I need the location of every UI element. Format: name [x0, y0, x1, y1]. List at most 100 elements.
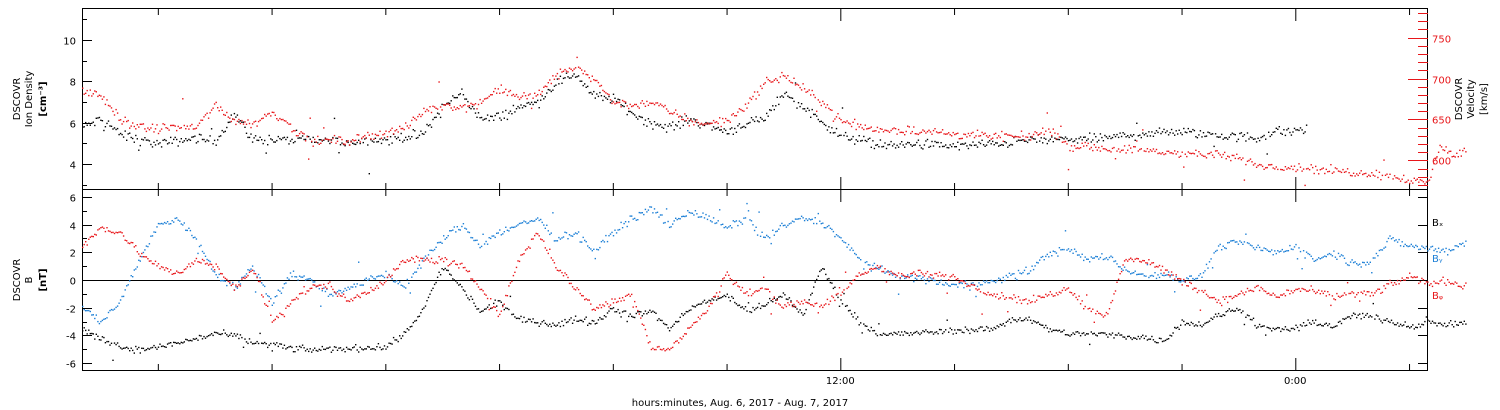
data-point: [94, 90, 96, 92]
data-point: [1072, 252, 1074, 254]
data-point: [641, 116, 643, 119]
data-point: [1406, 181, 1408, 183]
data-point: [782, 96, 785, 98]
data-point: [958, 281, 960, 283]
data-point: [477, 103, 480, 106]
data-point: [1240, 132, 1243, 134]
data-point: [1298, 129, 1300, 132]
data-point: [1342, 168, 1344, 171]
data-point: [405, 136, 407, 139]
data-point: [207, 259, 210, 262]
data-point: [969, 289, 971, 291]
data-point: [819, 306, 821, 308]
data-point: [1237, 309, 1240, 311]
data-point: [1210, 151, 1212, 153]
data-point: [608, 93, 610, 96]
data-point: [790, 300, 792, 302]
data-point: [626, 105, 628, 107]
data-point: [1137, 273, 1139, 275]
data-point: [800, 312, 803, 314]
data-point: [365, 348, 367, 350]
data-point: [1403, 324, 1405, 326]
data-point: [982, 292, 985, 294]
data-point: [1337, 295, 1340, 297]
data-point: [353, 297, 355, 299]
data-point: [511, 113, 513, 115]
data-point: [746, 291, 748, 293]
data-point: [1305, 124, 1308, 126]
data-point: [229, 282, 231, 285]
data-point: [612, 307, 615, 309]
data-point: [174, 217, 176, 220]
data-point: [1251, 245, 1253, 247]
data-point: [353, 346, 355, 348]
data-point: [937, 333, 939, 335]
data-point: [289, 272, 292, 274]
data-point: [86, 244, 88, 246]
data-point: [1230, 295, 1232, 298]
data-point: [1048, 140, 1050, 142]
data-point: [324, 286, 327, 288]
data-point: [206, 139, 208, 141]
data-point: [1169, 274, 1171, 277]
data-point: [1266, 166, 1268, 169]
data-point: [433, 262, 436, 265]
data-point: [1184, 281, 1186, 283]
data-point: [408, 260, 410, 262]
data-point: [881, 128, 883, 130]
data-point: [177, 125, 179, 128]
data-point: [705, 121, 707, 124]
data-point: [521, 222, 524, 224]
data-point: [687, 122, 689, 124]
data-point: [1202, 132, 1205, 134]
data-point: [1345, 317, 1347, 320]
data-point: [374, 278, 377, 280]
data-point: [291, 275, 293, 278]
data-point: [312, 349, 314, 351]
data-point: [715, 222, 718, 224]
data-point: [591, 75, 593, 77]
data-point: [157, 346, 160, 348]
data-point: [192, 338, 195, 340]
data-point: [364, 138, 366, 140]
data-point: [603, 241, 606, 243]
data-point: [1119, 132, 1121, 134]
data-point: [88, 122, 90, 124]
data-point: [763, 305, 765, 307]
data-point: [794, 218, 797, 220]
data-point: [1302, 168, 1305, 170]
data-point: [738, 108, 741, 110]
data-point: [329, 293, 331, 296]
data-point: [420, 257, 422, 259]
data-point: [679, 127, 681, 129]
data-point: [271, 139, 273, 141]
data-point: [110, 231, 113, 234]
data-point: [101, 120, 104, 122]
data-point: [943, 145, 945, 148]
data-point: [441, 242, 443, 244]
data-point: [1406, 245, 1408, 247]
data-point: [450, 100, 452, 102]
data-point: [797, 218, 800, 220]
data-point: [221, 109, 223, 111]
data-point: [482, 310, 484, 312]
data-point: [926, 138, 929, 141]
data-point: [1208, 320, 1211, 322]
data-point: [1196, 155, 1199, 157]
data-point: [1334, 325, 1337, 328]
data-point: [869, 268, 871, 270]
data-point: [411, 136, 413, 138]
data-point: [453, 260, 455, 262]
data-point: [1142, 273, 1144, 275]
data-point: [1096, 335, 1098, 337]
data-point: [142, 347, 145, 350]
data-point: [897, 272, 900, 274]
data-point: [392, 133, 395, 135]
data-point: [254, 291, 257, 293]
data-point: [195, 142, 198, 144]
data-point: [951, 145, 953, 148]
data-point: [1073, 293, 1076, 295]
data-point: [1025, 317, 1027, 319]
data-point: [819, 270, 821, 273]
data-point: [356, 349, 358, 351]
